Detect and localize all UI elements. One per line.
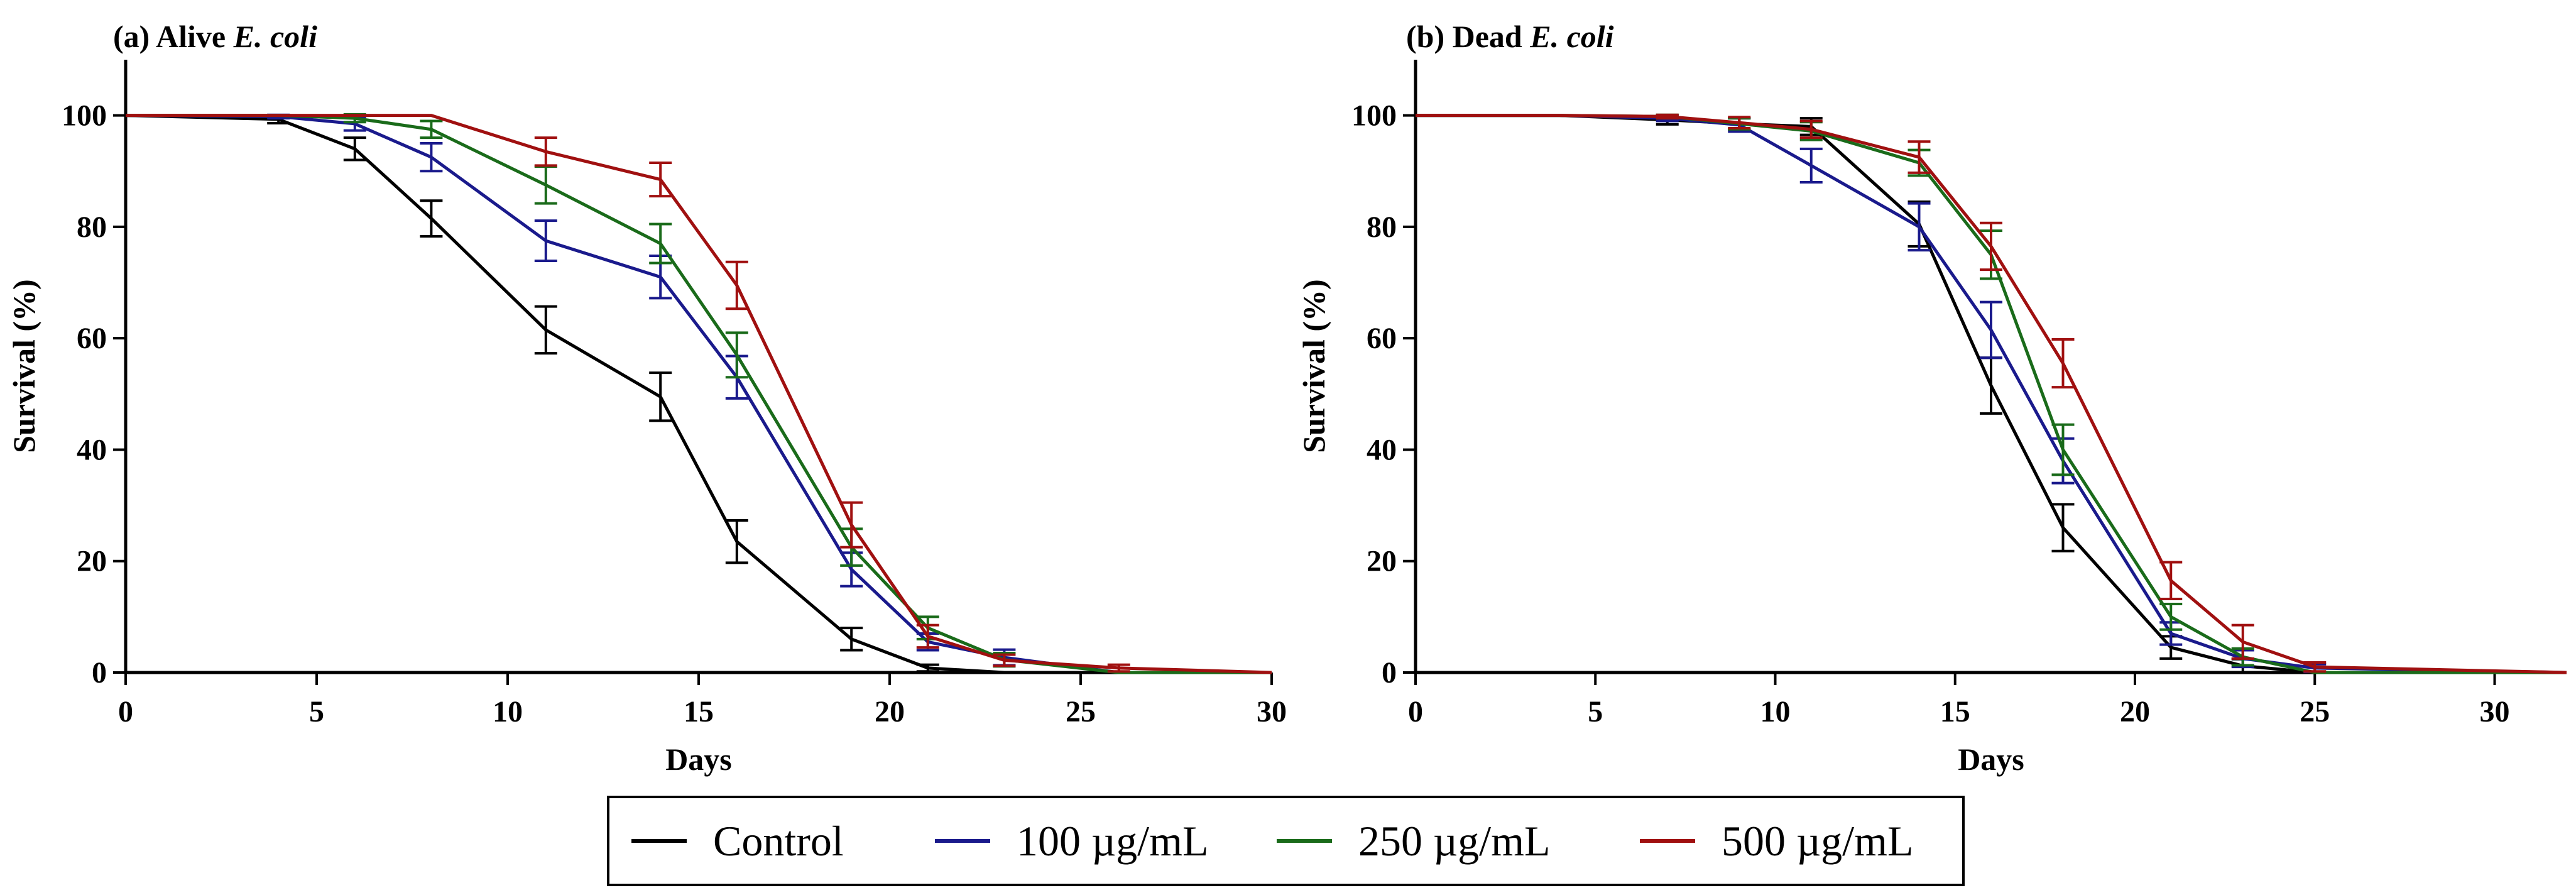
x-tick-label: 0 bbox=[118, 695, 133, 728]
x-tick-label: 30 bbox=[1257, 695, 1287, 728]
y-tick-label: 20 bbox=[77, 545, 107, 578]
x-tick-label: 15 bbox=[1940, 695, 1970, 728]
series-500-g-ml bbox=[126, 114, 1272, 674]
x-tick-label: 30 bbox=[2480, 695, 2510, 728]
legend-label: 500 µg/mL bbox=[1722, 817, 1914, 865]
panel-title: (a) Alive E. coli bbox=[113, 19, 317, 54]
y-tick-label: 40 bbox=[77, 433, 107, 466]
x-axis-label: Days bbox=[1958, 742, 2024, 777]
panel-a-alive: (a) Alive E. coli 0 20 40 60 80 100 0 5 10 15 20 25 3… bbox=[6, 19, 1287, 777]
legend-item: 100 µg/mL bbox=[935, 817, 1209, 865]
panel-title: (b) Dead E. coli bbox=[1406, 19, 1614, 54]
panel-title-organism: E. coli bbox=[1529, 19, 1613, 54]
y-tick-label: 100 bbox=[1351, 99, 1397, 133]
x-tick-label: 5 bbox=[309, 695, 324, 728]
y-tick-label: 100 bbox=[62, 99, 107, 133]
x-tick-label: 10 bbox=[493, 695, 523, 728]
x-tick-label: 20 bbox=[875, 695, 905, 728]
y-tick-label: 80 bbox=[1367, 211, 1397, 244]
series-250-g-ml bbox=[126, 113, 1272, 674]
x-tick-label: 5 bbox=[1588, 695, 1603, 728]
panel-title-prefix: (a) Alive bbox=[113, 19, 234, 54]
x-tick-label: 15 bbox=[684, 695, 714, 728]
x-tick-label: 25 bbox=[2300, 695, 2330, 728]
y-tick-label: 0 bbox=[1382, 656, 1397, 689]
y-tick-label: 60 bbox=[1367, 322, 1397, 355]
series-line bbox=[125, 114, 1272, 674]
series-line bbox=[125, 114, 1272, 674]
y-tick-label: 80 bbox=[77, 211, 107, 244]
series-control bbox=[125, 114, 1272, 674]
panel-title-organism: E. coli bbox=[233, 19, 317, 54]
panel-b-dead: (b) Dead E. coli 0 20 40 60 80 100 0 5 10 15 20 25 30… bbox=[1296, 19, 2567, 777]
legend-label: Control bbox=[713, 817, 844, 865]
legend-label: 250 µg/mL bbox=[1358, 817, 1551, 865]
x-tick-label: 0 bbox=[1408, 695, 1423, 728]
y-tick-label: 20 bbox=[1367, 545, 1397, 578]
y-tick-label: 60 bbox=[77, 322, 107, 355]
series-line bbox=[1416, 114, 2567, 674]
legend-item: Control bbox=[631, 817, 844, 865]
x-tick-label: 25 bbox=[1066, 695, 1096, 728]
panel-title-prefix: (b) Dead bbox=[1406, 19, 1530, 54]
series-line bbox=[126, 114, 1272, 674]
legend: Control 100 µg/mL 250 µg/mL 500 µg/mL bbox=[607, 796, 1965, 886]
series-line bbox=[126, 114, 1272, 674]
y-tick-label: 0 bbox=[92, 656, 107, 689]
x-axis-label: Days bbox=[665, 742, 732, 777]
series-100-g-ml bbox=[125, 113, 1272, 674]
x-tick-label: 10 bbox=[1760, 695, 1791, 728]
x-tick-label: 20 bbox=[2120, 695, 2150, 728]
y-axis-label: Survival (%) bbox=[1296, 279, 1331, 453]
y-axis-label: Survival (%) bbox=[6, 279, 41, 453]
series-500-g-ml bbox=[1416, 113, 2567, 674]
series-control bbox=[1416, 114, 2567, 674]
legend-item: 500 µg/mL bbox=[1640, 817, 1914, 865]
y-tick-label: 40 bbox=[1367, 433, 1397, 466]
legend-item: 250 µg/mL bbox=[1277, 817, 1551, 865]
legend-label: 100 µg/mL bbox=[1017, 817, 1209, 865]
